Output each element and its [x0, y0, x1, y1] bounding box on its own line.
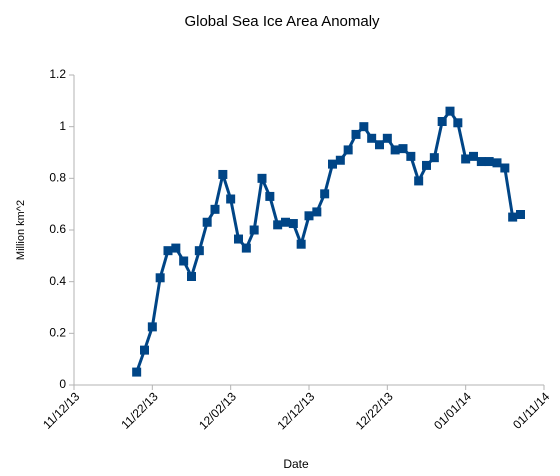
data-point [453, 118, 463, 128]
data-point [210, 204, 220, 214]
data-point [273, 220, 283, 230]
x-tick-label: 11/12/13 [40, 389, 83, 432]
x-tick-label: 12/12/13 [274, 389, 317, 432]
data-point [476, 157, 486, 167]
data-point [265, 191, 275, 201]
data-point [132, 367, 142, 377]
data-point [461, 154, 471, 164]
y-tick-label: 0.6 [49, 222, 66, 236]
data-point [171, 243, 181, 253]
data-point [492, 158, 502, 168]
data-point [398, 144, 408, 154]
data-line [135, 109, 521, 373]
data-point [484, 157, 494, 167]
data-point [382, 133, 392, 143]
data-point [241, 243, 251, 253]
chart-title: Global Sea Ice Area Anomaly [184, 13, 380, 30]
data-point [202, 217, 212, 227]
data-point [257, 173, 267, 183]
data-point [343, 145, 353, 155]
data-point [508, 212, 518, 222]
data-point [194, 246, 204, 256]
data-point [469, 151, 478, 161]
data-point [249, 225, 259, 235]
x-axis-label: Date [283, 457, 309, 471]
data-point [140, 345, 149, 355]
data-point [187, 272, 196, 281]
y-tick-label: 1.2 [49, 67, 66, 81]
data-point [226, 194, 236, 204]
data-point [414, 176, 424, 186]
y-tick-label: 1 [59, 119, 66, 133]
data-point [147, 322, 157, 332]
x-tick-label: 01/01/14 [431, 389, 474, 432]
data-point [234, 234, 243, 244]
data-point [422, 160, 431, 170]
data-point [312, 207, 322, 217]
data-point [288, 219, 298, 229]
data-point [375, 140, 384, 150]
x-tick-label: 12/22/13 [353, 389, 396, 432]
y-tick-label: 0 [59, 377, 66, 391]
data-point [328, 159, 337, 169]
x-tick-label: 11/22/13 [118, 389, 161, 432]
data-point [179, 256, 189, 266]
data-point [296, 239, 306, 249]
y-tick-label: 0.4 [49, 274, 66, 288]
data-point [390, 145, 400, 155]
data-point [304, 211, 314, 221]
data-point [429, 153, 439, 163]
y-tick-label: 0.8 [49, 171, 66, 185]
data-point [335, 155, 345, 165]
y-axis-label: Million km^2 [15, 200, 27, 260]
data-point [351, 129, 361, 139]
data-point [406, 151, 416, 161]
x-tick-label: 01/11/14 [510, 389, 553, 432]
data-point [320, 189, 330, 199]
data-point [367, 133, 377, 143]
data-point [500, 163, 510, 173]
data-point [155, 273, 165, 283]
data-point [516, 210, 525, 219]
data-point [163, 246, 173, 256]
data-point [445, 106, 455, 116]
y-tick-label: 0.2 [49, 326, 66, 340]
data-point [281, 217, 290, 227]
data-point [359, 122, 369, 132]
data-point [218, 169, 228, 179]
x-tick-label: 12/02/13 [196, 389, 239, 432]
data-point [437, 117, 447, 126]
